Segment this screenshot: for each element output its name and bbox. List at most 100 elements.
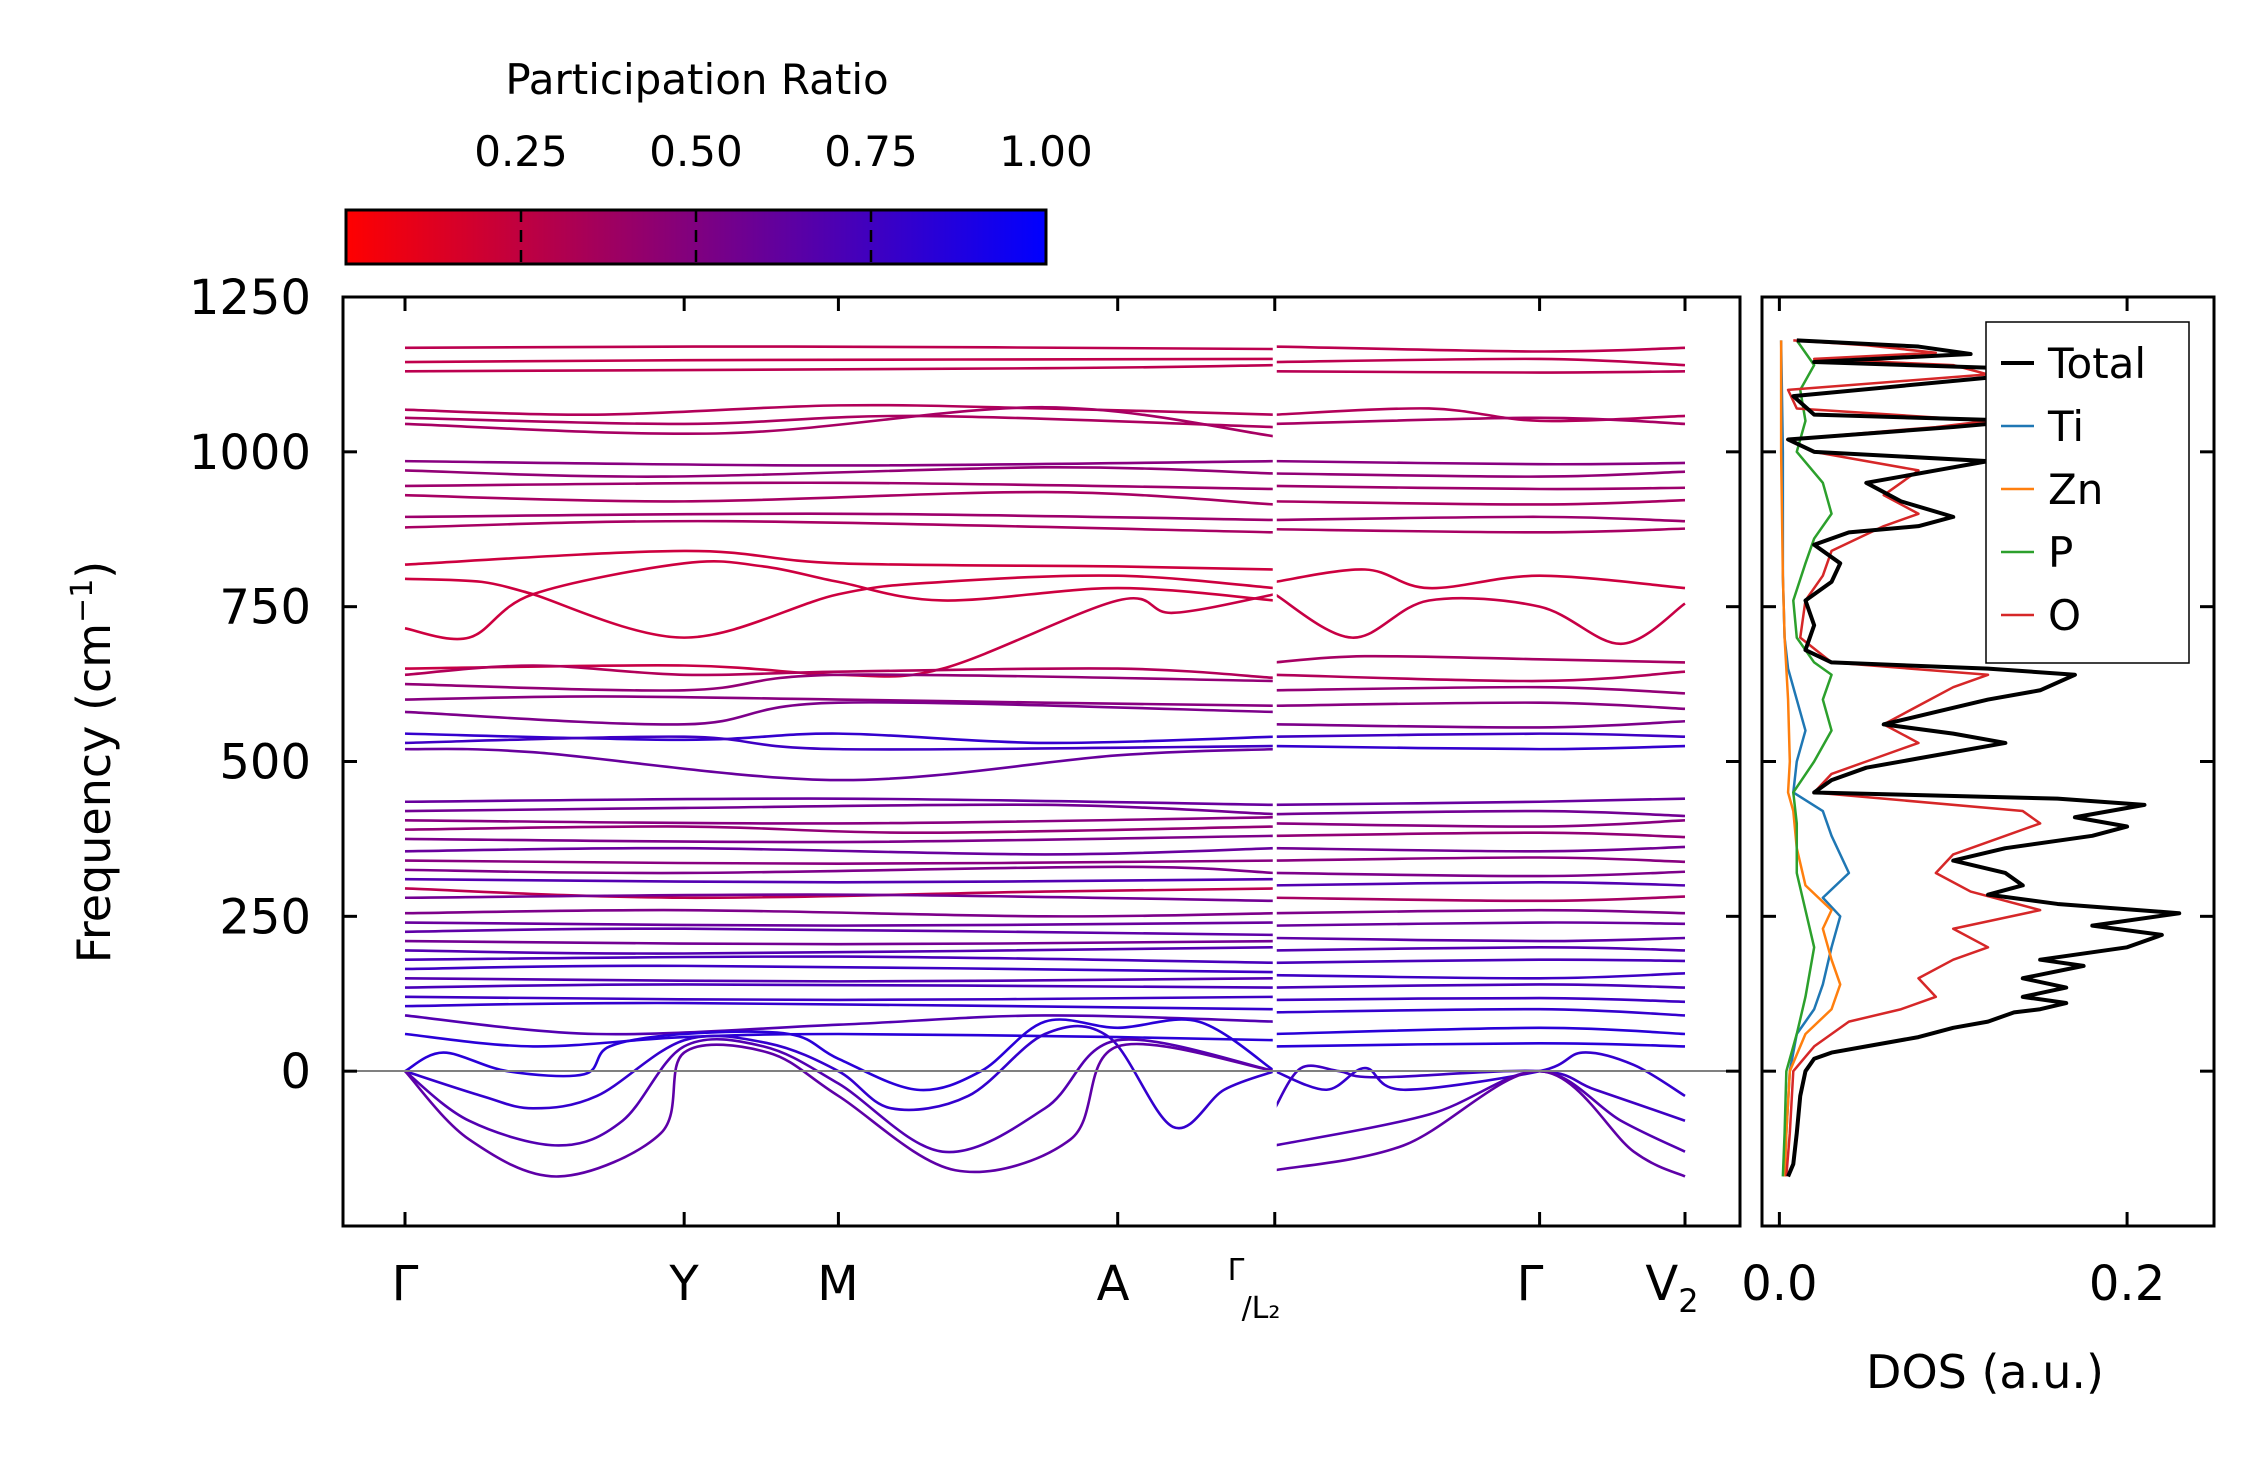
ylabel-base: Frequency (cm [67,623,121,963]
legend-label-total: Total [2047,339,2146,388]
band-line [404,859,1275,865]
band-line [404,927,1275,937]
band-line [404,405,1275,438]
band-line [1274,1007,1686,1017]
band-y-tick-label: 1250 [189,270,311,326]
colorbar-tick-label: 0.25 [474,127,568,176]
band-line [404,877,1275,884]
band-line [1274,819,1686,828]
band-line [1274,895,1686,903]
band-line [404,834,1275,844]
band-x-ticks [403,297,1687,1226]
band-line [1274,797,1686,807]
band-line [404,1001,1275,1011]
band-line [1274,1026,1686,1036]
band-line [1274,527,1686,534]
band-line [404,481,1275,491]
dos-line-total [1786,338,2182,1178]
band-lines [404,337,1686,1186]
band-line [404,664,1275,680]
band-line [1274,459,1686,466]
ylabel-close: ) [67,561,121,579]
legend-label-ti: Ti [2047,402,2084,451]
legend-label-zn: Zn [2048,465,2103,514]
band-line [1274,936,1686,943]
band-line [1274,1069,1686,1153]
band-line [404,695,1275,708]
band-line [1274,870,1686,878]
dos-x-tick-label: 0.2 [2089,1256,2165,1312]
dos-line-p [1781,339,1833,1177]
band-line [1274,996,1686,1004]
band-line [1274,568,1686,590]
band-line [404,825,1275,835]
kpoint-label-gamma-l2-bottom: /L₂ [1242,1291,1281,1326]
band-y-tick-label: 0 [280,1044,311,1100]
band-line [1274,670,1686,683]
band-line [1274,1051,1686,1098]
band-line [1274,908,1686,915]
band-line [404,1024,1276,1130]
band-line [1274,416,1686,426]
band-line [404,465,1275,478]
band-line [404,363,1275,373]
dos-axis-label: DOS (a.u.) [1866,1345,2104,1399]
band-line [404,803,1275,816]
band-line [404,403,1275,417]
legend-label-o: O [2048,591,2081,640]
band-y-tick-label: 750 [219,580,311,636]
band-line [404,1037,1276,1154]
band-line [404,512,1275,522]
band-line [1274,845,1686,853]
kpoint-label-m: M [817,1256,858,1312]
band-axes-frame [341,295,1742,1228]
band-line [1274,685,1686,695]
band-line [404,908,1275,918]
colorbar-tick-labels: 0.25 0.50 0.75 1.00 [474,127,1093,176]
band-line [1274,701,1686,711]
band-line [404,345,1275,351]
band-line [1274,470,1686,478]
band-line [404,955,1275,965]
kpoint-label-v2: V2 [1645,1256,1698,1320]
band-line [404,964,1275,974]
band-line [1274,732,1686,739]
band-line [404,560,1275,641]
dos-x-tick-label: 0.0 [1741,1256,1817,1312]
band-line [1274,958,1686,965]
band-line [404,549,1275,571]
band-line [404,459,1275,467]
dos-x-ticks: 0.0 0.2 [1741,297,2165,1312]
band-line [404,490,1275,506]
legend-label-p: P [2048,528,2073,577]
band-line [1274,484,1686,491]
band-line [404,983,1275,989]
band-line [404,1014,1275,1036]
v2-base: V [1645,1256,1678,1312]
band-line [1274,357,1686,367]
band-line [1274,719,1686,729]
v2-sub: 2 [1678,1282,1698,1320]
band-line [404,865,1275,875]
band-line [404,519,1275,534]
ylabel-sup: −1 [65,579,100,623]
band-line [1274,983,1686,989]
band-line [1274,972,1686,980]
band-line [404,1018,1276,1092]
kpoint-label-y: Y [668,1256,699,1312]
band-line [1274,515,1686,523]
band-line [1274,809,1686,818]
band-line [1274,593,1686,646]
band-line [404,976,1275,983]
band-line [404,1042,1275,1178]
band-line [404,701,1275,726]
dos-lines [1779,338,2182,1178]
kpoint-label-gamma: Γ [392,1256,419,1312]
band-line [404,414,1275,429]
band-line [404,995,1275,1002]
band-line [404,893,1275,903]
band-line [404,846,1275,856]
kpoint-label-gamma-l2-top: Γ [1228,1253,1245,1288]
band-y-ticks: 0 250 500 750 1000 1250 [189,270,1740,1100]
